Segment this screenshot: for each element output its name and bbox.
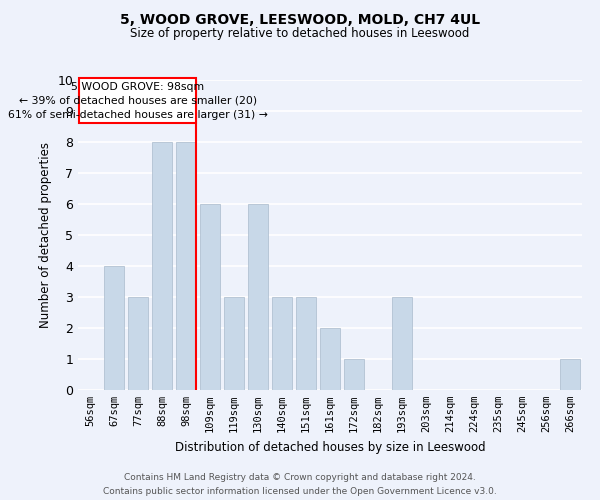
Text: 5 WOOD GROVE: 98sqm
← 39% of detached houses are smaller (20)
61% of semi-detach: 5 WOOD GROVE: 98sqm ← 39% of detached ho… xyxy=(8,82,268,120)
Bar xyxy=(560,359,580,390)
Text: Size of property relative to detached houses in Leeswood: Size of property relative to detached ho… xyxy=(130,28,470,40)
Text: Contains public sector information licensed under the Open Government Licence v3: Contains public sector information licen… xyxy=(103,486,497,496)
Bar xyxy=(392,297,412,390)
Bar xyxy=(344,359,364,390)
Bar xyxy=(248,204,268,390)
Bar xyxy=(176,142,196,390)
X-axis label: Distribution of detached houses by size in Leeswood: Distribution of detached houses by size … xyxy=(175,440,485,454)
Text: 5, WOOD GROVE, LEESWOOD, MOLD, CH7 4UL: 5, WOOD GROVE, LEESWOOD, MOLD, CH7 4UL xyxy=(120,12,480,26)
FancyBboxPatch shape xyxy=(79,78,196,124)
Text: Contains HM Land Registry data © Crown copyright and database right 2024.: Contains HM Land Registry data © Crown c… xyxy=(124,473,476,482)
Bar xyxy=(104,266,124,390)
Bar xyxy=(320,328,340,390)
Bar xyxy=(296,297,316,390)
Bar xyxy=(152,142,172,390)
Bar xyxy=(200,204,220,390)
Bar xyxy=(128,297,148,390)
Y-axis label: Number of detached properties: Number of detached properties xyxy=(39,142,52,328)
Bar xyxy=(224,297,244,390)
Bar xyxy=(272,297,292,390)
